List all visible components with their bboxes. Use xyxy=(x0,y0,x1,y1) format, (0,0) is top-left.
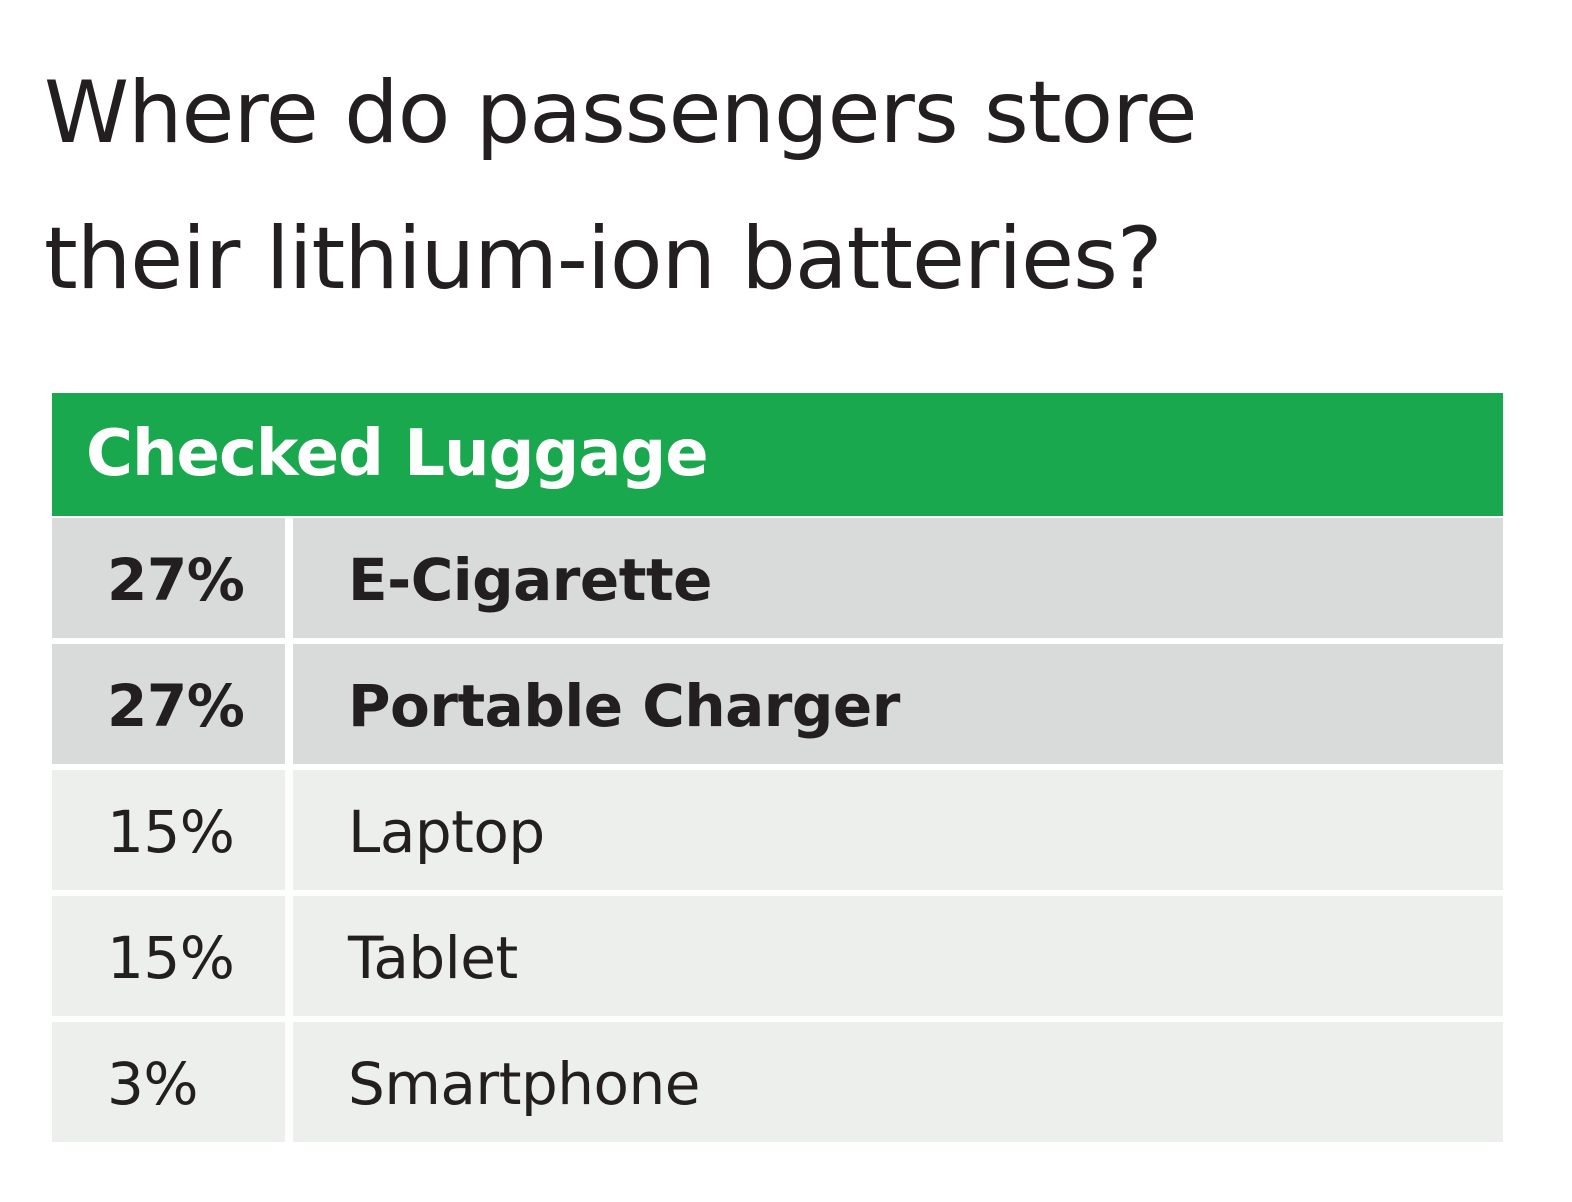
device-label-cell: Tablet xyxy=(293,896,1503,1016)
percentage-cell: 27% xyxy=(52,518,285,638)
percentage-cell: 15% xyxy=(52,770,285,890)
percentage-cell: 3% xyxy=(52,1022,285,1142)
percentage-cell: 15% xyxy=(52,896,285,1016)
device-label-cell: Portable Charger xyxy=(293,644,1503,764)
table-row: 27% Portable Charger xyxy=(52,644,1503,764)
table-row: 27% E-Cigarette xyxy=(52,518,1503,638)
luggage-table: Checked Luggage 27% E-Cigarette 27% Portabl… xyxy=(52,393,1503,1142)
device-label-cell: Smartphone xyxy=(293,1022,1503,1142)
device-label-cell: E-Cigarette xyxy=(293,518,1503,638)
chart-title: Where do passengers store their lithium-… xyxy=(44,63,1198,309)
table-row: 15% Laptop xyxy=(52,770,1503,890)
table-row: 15% Tablet xyxy=(52,896,1503,1016)
percentage-cell: 27% xyxy=(52,644,285,764)
table-body: 27% E-Cigarette 27% Portable Charger 15% Lapt… xyxy=(52,518,1503,1142)
device-label-cell: Laptop xyxy=(293,770,1503,890)
table-row: 3% Smartphone xyxy=(52,1022,1503,1142)
table-header: Checked Luggage xyxy=(52,393,1503,516)
